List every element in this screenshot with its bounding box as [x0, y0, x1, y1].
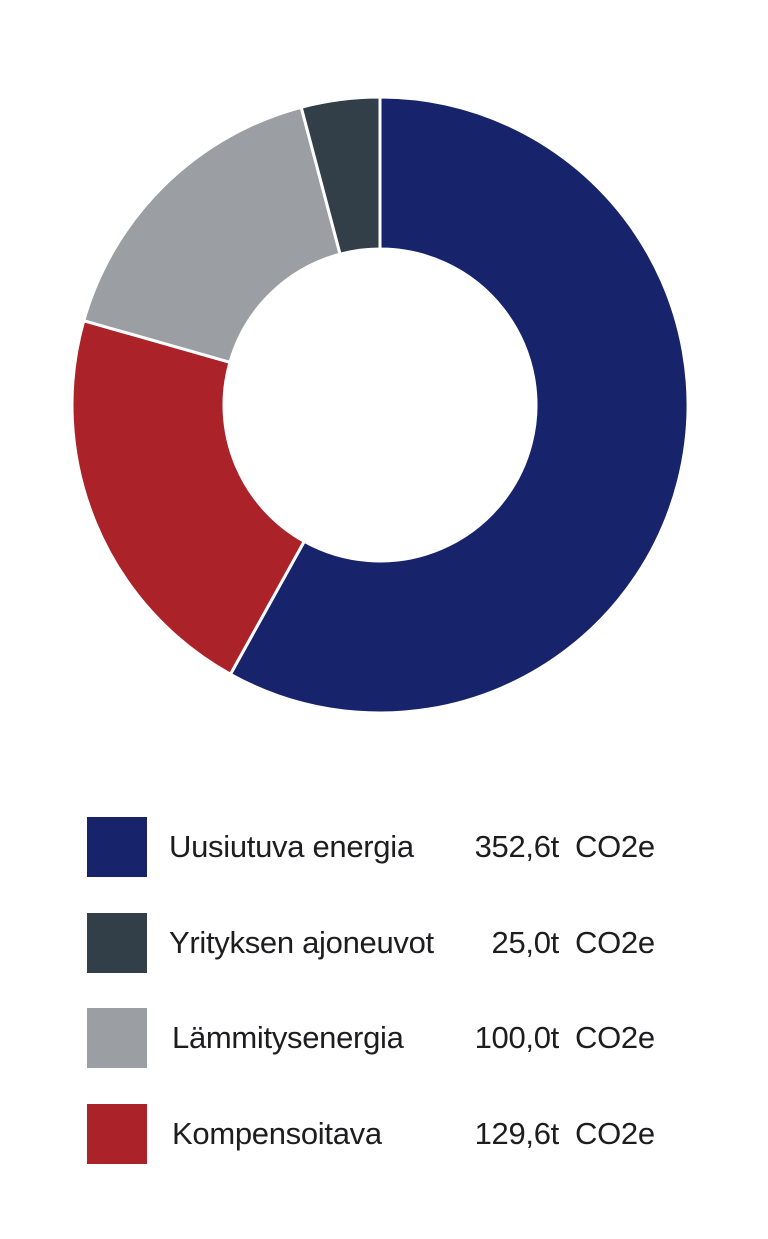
legend: Uusiutuva energia 352,6t CO2e Yrityksen … — [87, 817, 687, 1199]
legend-label-yrityksen-ajoneuvot: Yrityksen ajoneuvot — [169, 924, 434, 960]
legend-unit-yrityksen-ajoneuvot: CO2e — [575, 924, 655, 960]
legend-swatch-lammitysenergia — [87, 1008, 147, 1068]
legend-item-yrityksen-ajoneuvot: Yrityksen ajoneuvot 25,0t CO2e — [87, 912, 687, 973]
slice-uusiutuva-energia — [228, 95, 690, 715]
legend-label-lammitysenergia: Lämmitysenergia — [172, 1020, 404, 1055]
legend-value-kompensoitava: 129,6t — [474, 1115, 560, 1151]
legend-swatch-kompensoitava — [87, 1103, 147, 1164]
legend-item-lammitysenergia: Lämmitysenergia 100,0t CO2e — [87, 1008, 687, 1068]
slice-kompensoitava — [70, 318, 307, 677]
legend-item-uusiutuva-energia: Uusiutuva energia 352,6t CO2e — [87, 817, 687, 877]
legend-value-yrityksen-ajoneuvot: 25,0t — [491, 924, 560, 960]
legend-label-uusiutuva-energia: Uusiutuva energia — [169, 829, 414, 864]
legend-swatch-yrityksen-ajoneuvot — [87, 912, 147, 973]
donut-chart — [70, 95, 690, 715]
legend-unit-uusiutuva-energia: CO2e — [575, 829, 655, 864]
legend-unit-lammitysenergia: CO2e — [575, 1020, 655, 1055]
legend-label-kompensoitava: Kompensoitava — [172, 1115, 382, 1151]
legend-value-lammitysenergia: 100,0t — [474, 1020, 560, 1055]
slice-yrityksen-ajoneuvot — [299, 95, 382, 257]
legend-unit-kompensoitava: CO2e — [575, 1115, 655, 1151]
legend-swatch-uusiutuva-energia — [87, 817, 147, 877]
legend-item-kompensoitava: Kompensoitava 129,6t CO2e — [87, 1103, 687, 1164]
legend-value-uusiutuva-energia: 352,6t — [474, 829, 560, 864]
slice-lammitysenergia — [81, 105, 342, 365]
